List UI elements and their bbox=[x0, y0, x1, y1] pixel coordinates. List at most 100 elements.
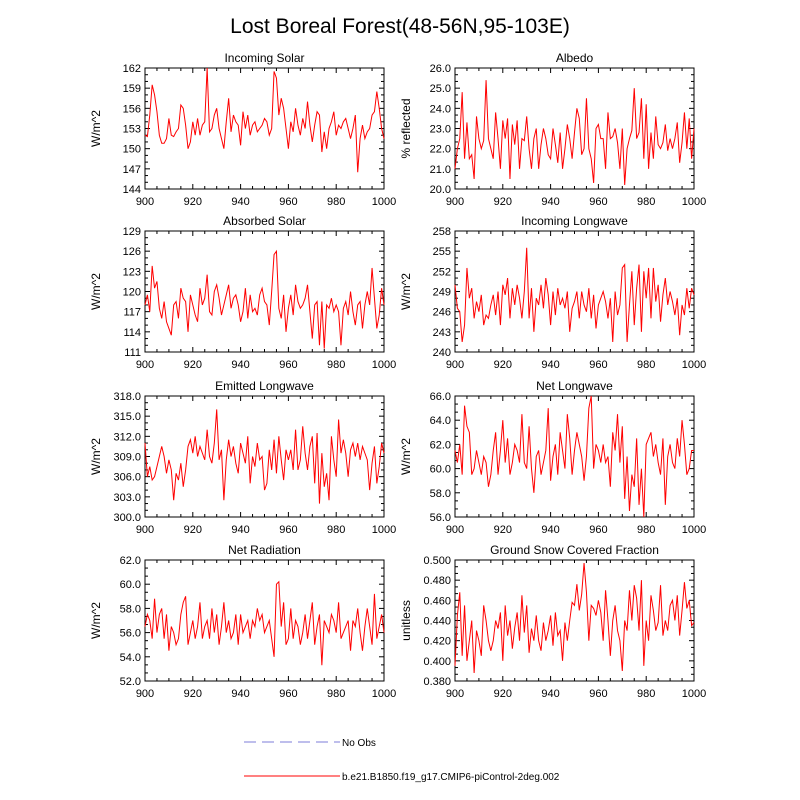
y-tick-label: 0.420 bbox=[423, 636, 451, 648]
series-line bbox=[144, 580, 385, 666]
y-tick-label: 56.0 bbox=[120, 628, 141, 640]
panel: Emitted Longwave W/m^2 300.0 303.0 306.0 309.… bbox=[89, 379, 396, 536]
x-tick-label: 960 bbox=[279, 524, 297, 536]
plot-frame bbox=[454, 395, 695, 518]
y-tick-label: 303.0 bbox=[113, 492, 141, 504]
x-tick-label: 900 bbox=[446, 688, 464, 700]
y-tick-label: 255 bbox=[433, 246, 451, 258]
y-axis-label: W/m^2 bbox=[399, 438, 413, 475]
y-tick-label: 123 bbox=[123, 266, 141, 278]
x-tick-label: 940 bbox=[541, 196, 559, 208]
panel: Albedo % reflected 20.0 21.0 22.0 23.0 24.0 25.… bbox=[399, 51, 706, 208]
legend: No Obs b.e21.B1850.f19_g17.CMIP6-piContr… bbox=[244, 738, 560, 783]
x-tick-label: 940 bbox=[541, 524, 559, 536]
y-tick-label: 162 bbox=[123, 63, 141, 75]
x-tick-label: 900 bbox=[136, 524, 154, 536]
y-tick-label: 153 bbox=[123, 124, 141, 136]
y-tick-label: 120 bbox=[123, 287, 141, 299]
y-tick-label: 62.0 bbox=[120, 555, 141, 567]
y-tick-label: 25.0 bbox=[430, 83, 451, 95]
x-tick-label: 1000 bbox=[372, 196, 396, 208]
panel-grid: Incoming Solar W/m^2 144 147 150 153 156 159 162… bbox=[89, 51, 706, 700]
x-tick-label: 980 bbox=[327, 359, 345, 371]
y-tick-label: 0.480 bbox=[423, 575, 451, 587]
y-tick-label: 318.0 bbox=[113, 391, 141, 403]
panel-title: Albedo bbox=[556, 51, 594, 65]
series-line bbox=[144, 409, 385, 504]
x-tick-label: 920 bbox=[494, 196, 512, 208]
y-axis-label: % reflected bbox=[399, 98, 413, 158]
x-tick-label: 980 bbox=[637, 359, 655, 371]
x-tick-label: 960 bbox=[589, 688, 607, 700]
y-tick-label: 60.0 bbox=[120, 579, 141, 591]
x-tick-label: 940 bbox=[231, 688, 249, 700]
x-tick-label: 940 bbox=[541, 359, 559, 371]
x-tick-label: 980 bbox=[327, 524, 345, 536]
panel: Net Longwave W/m^2 56.0 58.0 60.0 62.0 64.0 66.… bbox=[399, 379, 706, 536]
y-tick-label: 159 bbox=[123, 83, 141, 95]
x-tick-label: 940 bbox=[541, 688, 559, 700]
legend-obs-label: No Obs bbox=[342, 738, 376, 749]
y-tick-label: 58.0 bbox=[120, 603, 141, 615]
y-axis-label: unitless bbox=[399, 600, 413, 641]
x-tick-label: 1000 bbox=[682, 688, 706, 700]
series-line bbox=[144, 67, 385, 173]
panel: Incoming Longwave W/m^2 240 243 246 249 252 255… bbox=[399, 214, 706, 371]
y-axis-label: W/m^2 bbox=[89, 273, 103, 310]
x-tick-label: 980 bbox=[637, 524, 655, 536]
panel-title: Absorbed Solar bbox=[223, 214, 306, 228]
x-tick-label: 920 bbox=[184, 196, 202, 208]
panel-title: Net Radiation bbox=[228, 543, 301, 557]
x-tick-label: 900 bbox=[136, 196, 154, 208]
y-tick-label: 156 bbox=[123, 103, 141, 115]
series-line bbox=[454, 395, 694, 518]
y-tick-label: 20.0 bbox=[430, 184, 451, 196]
x-tick-label: 1000 bbox=[682, 196, 706, 208]
x-tick-label: 960 bbox=[589, 524, 607, 536]
x-tick-label: 920 bbox=[184, 359, 202, 371]
y-axis-label: W/m^2 bbox=[89, 110, 103, 147]
y-tick-label: 129 bbox=[123, 226, 141, 238]
x-tick-label: 940 bbox=[231, 524, 249, 536]
x-tick-label: 920 bbox=[184, 524, 202, 536]
x-tick-label: 940 bbox=[231, 196, 249, 208]
x-tick-label: 1000 bbox=[372, 524, 396, 536]
series-line bbox=[454, 562, 695, 673]
x-tick-label: 920 bbox=[494, 359, 512, 371]
y-tick-label: 243 bbox=[433, 327, 451, 339]
x-tick-label: 900 bbox=[446, 196, 464, 208]
series-line bbox=[454, 80, 695, 186]
y-tick-label: 58.0 bbox=[430, 488, 451, 500]
y-tick-label: 315.0 bbox=[113, 411, 141, 423]
y-axis-label: W/m^2 bbox=[89, 602, 103, 639]
y-tick-label: 252 bbox=[433, 266, 451, 278]
y-tick-label: 240 bbox=[433, 347, 451, 359]
y-tick-label: 62.0 bbox=[430, 439, 451, 451]
panel: Incoming Solar W/m^2 144 147 150 153 156 159 162… bbox=[89, 51, 396, 208]
y-tick-label: 150 bbox=[123, 144, 141, 156]
y-tick-label: 54.0 bbox=[120, 652, 141, 664]
y-tick-label: 0.500 bbox=[423, 555, 451, 567]
panel-title: Emitted Longwave bbox=[215, 379, 314, 393]
panel-title: Incoming Longwave bbox=[521, 214, 628, 228]
x-tick-label: 1000 bbox=[372, 688, 396, 700]
y-tick-label: 64.0 bbox=[430, 415, 451, 427]
x-tick-label: 900 bbox=[446, 524, 464, 536]
panel-title: Incoming Solar bbox=[224, 51, 304, 65]
y-axis-label: W/m^2 bbox=[399, 273, 413, 310]
x-tick-label: 980 bbox=[327, 688, 345, 700]
y-tick-label: 0.380 bbox=[423, 676, 451, 688]
plot-frame bbox=[144, 395, 385, 518]
y-tick-label: 246 bbox=[433, 307, 451, 319]
x-tick-label: 900 bbox=[136, 359, 154, 371]
y-tick-label: 52.0 bbox=[120, 676, 141, 688]
x-tick-label: 920 bbox=[184, 688, 202, 700]
y-tick-label: 114 bbox=[123, 327, 141, 339]
x-tick-label: 1000 bbox=[682, 524, 706, 536]
y-tick-label: 306.0 bbox=[113, 472, 141, 484]
series-line bbox=[144, 249, 385, 349]
figure-title: Lost Boreal Forest(48-56N,95-103E) bbox=[230, 15, 570, 38]
x-tick-label: 960 bbox=[279, 688, 297, 700]
x-tick-label: 940 bbox=[231, 359, 249, 371]
